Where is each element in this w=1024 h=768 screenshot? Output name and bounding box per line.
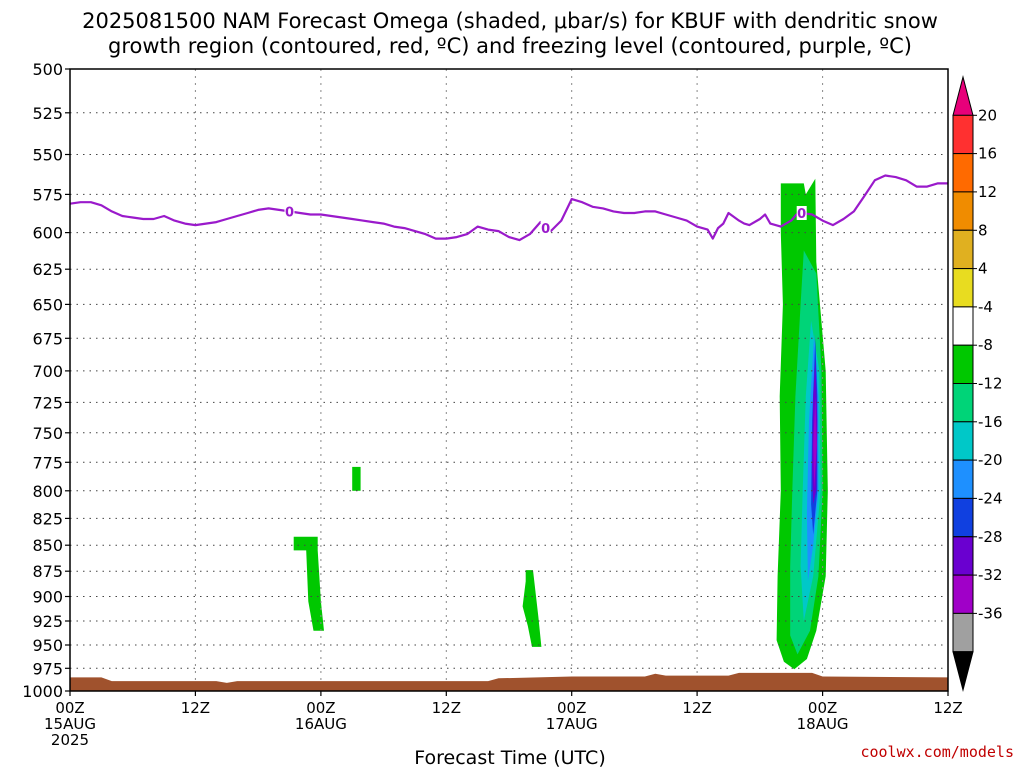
colorbar-bin — [952, 306, 974, 346]
y-tick-label: 925 — [32, 612, 63, 631]
y-tick-label: 550 — [32, 146, 63, 165]
freezing-level-line — [69, 174, 948, 242]
contour-label-background — [284, 204, 295, 219]
y-tick-label: 600 — [32, 224, 63, 243]
colorbar-label: 12 — [978, 183, 997, 201]
colorbar-label: -12 — [978, 375, 1003, 393]
colorbar-bin — [952, 497, 974, 538]
y-tick-label: 700 — [32, 362, 63, 381]
colorbar-label: -28 — [978, 528, 1003, 546]
colorbar-label: 4 — [978, 260, 988, 278]
x-tick-label: 16AUG — [295, 715, 347, 733]
colorbar-bottom-arrow — [952, 651, 974, 692]
omega-shading — [293, 178, 828, 670]
terrain-layer — [70, 672, 948, 691]
colorbar-bin — [952, 268, 974, 308]
y-tick-label: 975 — [32, 659, 63, 678]
freezing-level-label: 0 — [541, 222, 550, 237]
omega-region — [293, 536, 324, 631]
x-tick-label: 12Z — [181, 699, 210, 717]
y-tick-label: 850 — [32, 536, 63, 555]
y-tick-label: 900 — [32, 588, 63, 607]
y-tick-label: 800 — [32, 482, 63, 501]
x-tick-label: 18AUG — [797, 715, 849, 733]
omega-region — [352, 466, 361, 491]
y-tick-label: 875 — [32, 562, 63, 581]
x-tick-label: 12Z — [682, 699, 711, 717]
y-tick-label: 650 — [32, 295, 63, 314]
colorbar-label: -20 — [978, 451, 1003, 469]
y-tick-label: 725 — [32, 393, 63, 412]
y-tick-label: 525 — [32, 104, 63, 123]
site-credit: coolwx.com/models — [860, 743, 1014, 761]
x-tick-label: 17AUG — [546, 715, 598, 733]
colorbar-label: 8 — [978, 221, 988, 239]
colorbar-bin — [952, 421, 974, 461]
omega-region — [522, 570, 542, 647]
colorbar-label: -4 — [978, 298, 993, 316]
colorbar-top-arrow — [952, 75, 974, 116]
chart-title-line-2: growth region (contoured, red, ºC) and f… — [108, 34, 912, 58]
grid-lines — [70, 68, 948, 692]
x-tick-label: 00Z — [808, 699, 837, 717]
y-tick-label: 950 — [32, 636, 63, 655]
colorbar-bin — [952, 114, 974, 155]
omega-region — [813, 396, 817, 489]
x-tick-label: 00Z — [557, 699, 586, 717]
plot-frame — [69, 68, 949, 692]
colorbar-bin — [952, 536, 974, 576]
colorbar-label: -32 — [978, 566, 1003, 584]
colorbar-bin — [952, 574, 974, 614]
x-tick-label: 2025 — [51, 731, 89, 749]
chart-title: 2025081500 NAM Forecast Omega (shaded, μ… — [82, 9, 938, 58]
x-tick-label: 00Z — [306, 699, 335, 717]
colorbar-bin — [952, 612, 974, 653]
colorbar-bin — [952, 344, 974, 385]
colorbar-bin — [952, 153, 974, 193]
y-tick-label: 675 — [32, 329, 63, 348]
colorbar-bin — [952, 459, 974, 499]
colorbar-label: 16 — [978, 145, 997, 163]
x-tick-label: 00Z — [55, 699, 84, 717]
colorbar-bin — [952, 191, 974, 231]
x-tick-label: 12Z — [933, 699, 962, 717]
y-tick-label: 775 — [32, 453, 63, 472]
x-axis-title: Forecast Time (UTC) — [414, 747, 605, 768]
y-tick-label: 575 — [32, 185, 63, 204]
colorbar-label: -36 — [978, 604, 1003, 622]
colorbar-bin — [952, 229, 974, 270]
freezing-level-label: 0 — [797, 207, 806, 222]
x-tick-label: 15AUG — [44, 715, 96, 733]
colorbar-label: -16 — [978, 413, 1003, 431]
freezing-level-layer: 0 0 0 — [69, 174, 948, 242]
colorbar: 20 16 12 8 4 -4 -8 -12 -16 -20 -24 -28 -32 -36 — [952, 75, 1003, 692]
pressure-axis: 500 525 550 575 600 625 650 675 700 725 750 775 800 8… — [22, 60, 70, 701]
y-tick-label: 625 — [32, 260, 63, 279]
terrain-fill — [70, 672, 948, 691]
colorbar-label: -24 — [978, 489, 1003, 507]
colorbar-label: -8 — [978, 336, 993, 354]
chart-title-line-1: 2025081500 NAM Forecast Omega (shaded, μ… — [82, 9, 938, 33]
colorbar-bin — [952, 383, 974, 423]
x-tick-label: 12Z — [432, 699, 461, 717]
contour-label-background — [796, 206, 807, 220]
y-tick-label: 750 — [32, 424, 63, 443]
colorbar-label: 20 — [978, 106, 997, 124]
y-tick-label: 825 — [32, 509, 63, 528]
y-tick-label: 500 — [32, 60, 63, 79]
y-tick-label: 1000 — [22, 682, 63, 701]
freezing-level-label: 0 — [285, 205, 294, 220]
contour-label-background — [540, 221, 551, 236]
